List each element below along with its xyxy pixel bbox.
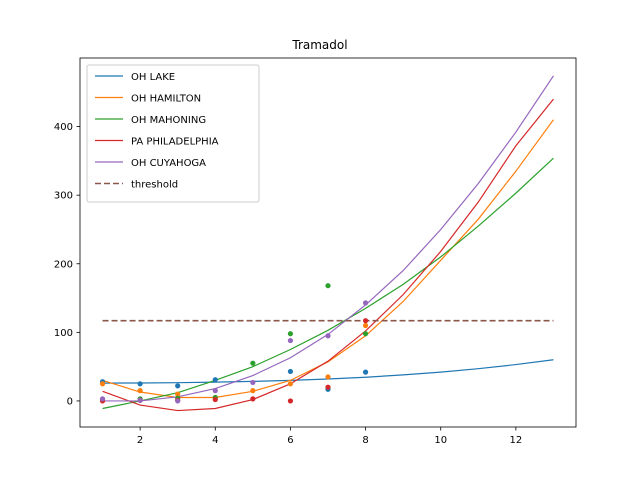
data-point-oh-cuyahoga	[99, 396, 106, 402]
data-point-oh-hamilton	[325, 374, 331, 380]
x-tick-label: 12	[510, 435, 523, 446]
axes-frame	[79, 57, 577, 428]
data-point-oh-lake	[362, 369, 369, 375]
legend-label-threshold: threshold	[131, 180, 178, 191]
data-point-oh-cuyahoga	[212, 388, 218, 394]
data-point-pa-philadelphia	[362, 318, 369, 324]
data-point-oh-cuyahoga	[325, 333, 331, 339]
data-point-oh-cuyahoga	[287, 337, 294, 344]
data-point-oh-cuyahoga	[137, 397, 143, 403]
legend-label-oh-mahoning: OH MAHONING	[131, 115, 206, 126]
data-point-oh-mahoning	[287, 331, 294, 337]
data-point-oh-lake	[212, 377, 218, 383]
legend-label-oh-lake: OH LAKE	[131, 72, 175, 83]
data-point-oh-lake	[175, 383, 181, 389]
x-tick-label: 10	[434, 435, 447, 446]
y-tick-label: 200	[54, 259, 73, 270]
data-point-oh-hamilton	[362, 322, 369, 329]
legend-label-oh-cuyahoga: OH CUYAHOGA	[131, 158, 206, 169]
y-tick-label: 100	[54, 328, 73, 339]
x-tick-label: 4	[212, 435, 218, 446]
data-point-oh-cuyahoga	[250, 379, 256, 386]
x-tick-label: 2	[137, 435, 143, 446]
data-point-oh-cuyahoga	[362, 300, 369, 306]
data-point-pa-philadelphia	[325, 384, 331, 390]
y-tick-label: 400	[54, 122, 73, 133]
x-tick-label: 8	[362, 435, 368, 446]
chart-title: Tramadol	[291, 38, 347, 52]
data-point-pa-philadelphia	[287, 398, 294, 404]
legend-label-pa-philadelphia: PA PHILADELPHIA	[131, 137, 219, 148]
data-point-oh-lake	[137, 381, 143, 387]
data-point-oh-mahoning	[362, 331, 369, 337]
plot-area	[99, 75, 554, 412]
data-point-oh-mahoning	[325, 283, 331, 289]
y-tick-label: 0	[67, 396, 73, 407]
fit-line-pa-philadelphia	[102, 98, 554, 412]
data-point-oh-hamilton	[137, 388, 143, 394]
axes: 2 4 6 8 10 12 0 100 200 300 400	[54, 57, 577, 446]
data-point-pa-philadelphia	[250, 396, 256, 402]
data-point-oh-mahoning	[250, 360, 256, 366]
data-point-oh-hamilton	[250, 388, 256, 394]
data-point-oh-cuyahoga	[175, 398, 181, 404]
data-point-oh-lake	[287, 368, 294, 375]
y-tick-label: 300	[54, 191, 73, 202]
legend: OH LAKE OH HAMILTON OH MAHONING PA PHILADEL…	[86, 64, 260, 203]
legend-box	[86, 64, 260, 203]
data-point-oh-hamilton	[175, 391, 181, 397]
data-point-pa-philadelphia	[212, 396, 218, 403]
data-point-oh-hamilton	[287, 381, 294, 387]
x-tick-label: 6	[287, 435, 293, 446]
legend-label-oh-hamilton: OH HAMILTON	[131, 94, 201, 105]
data-point-oh-hamilton	[99, 381, 106, 387]
